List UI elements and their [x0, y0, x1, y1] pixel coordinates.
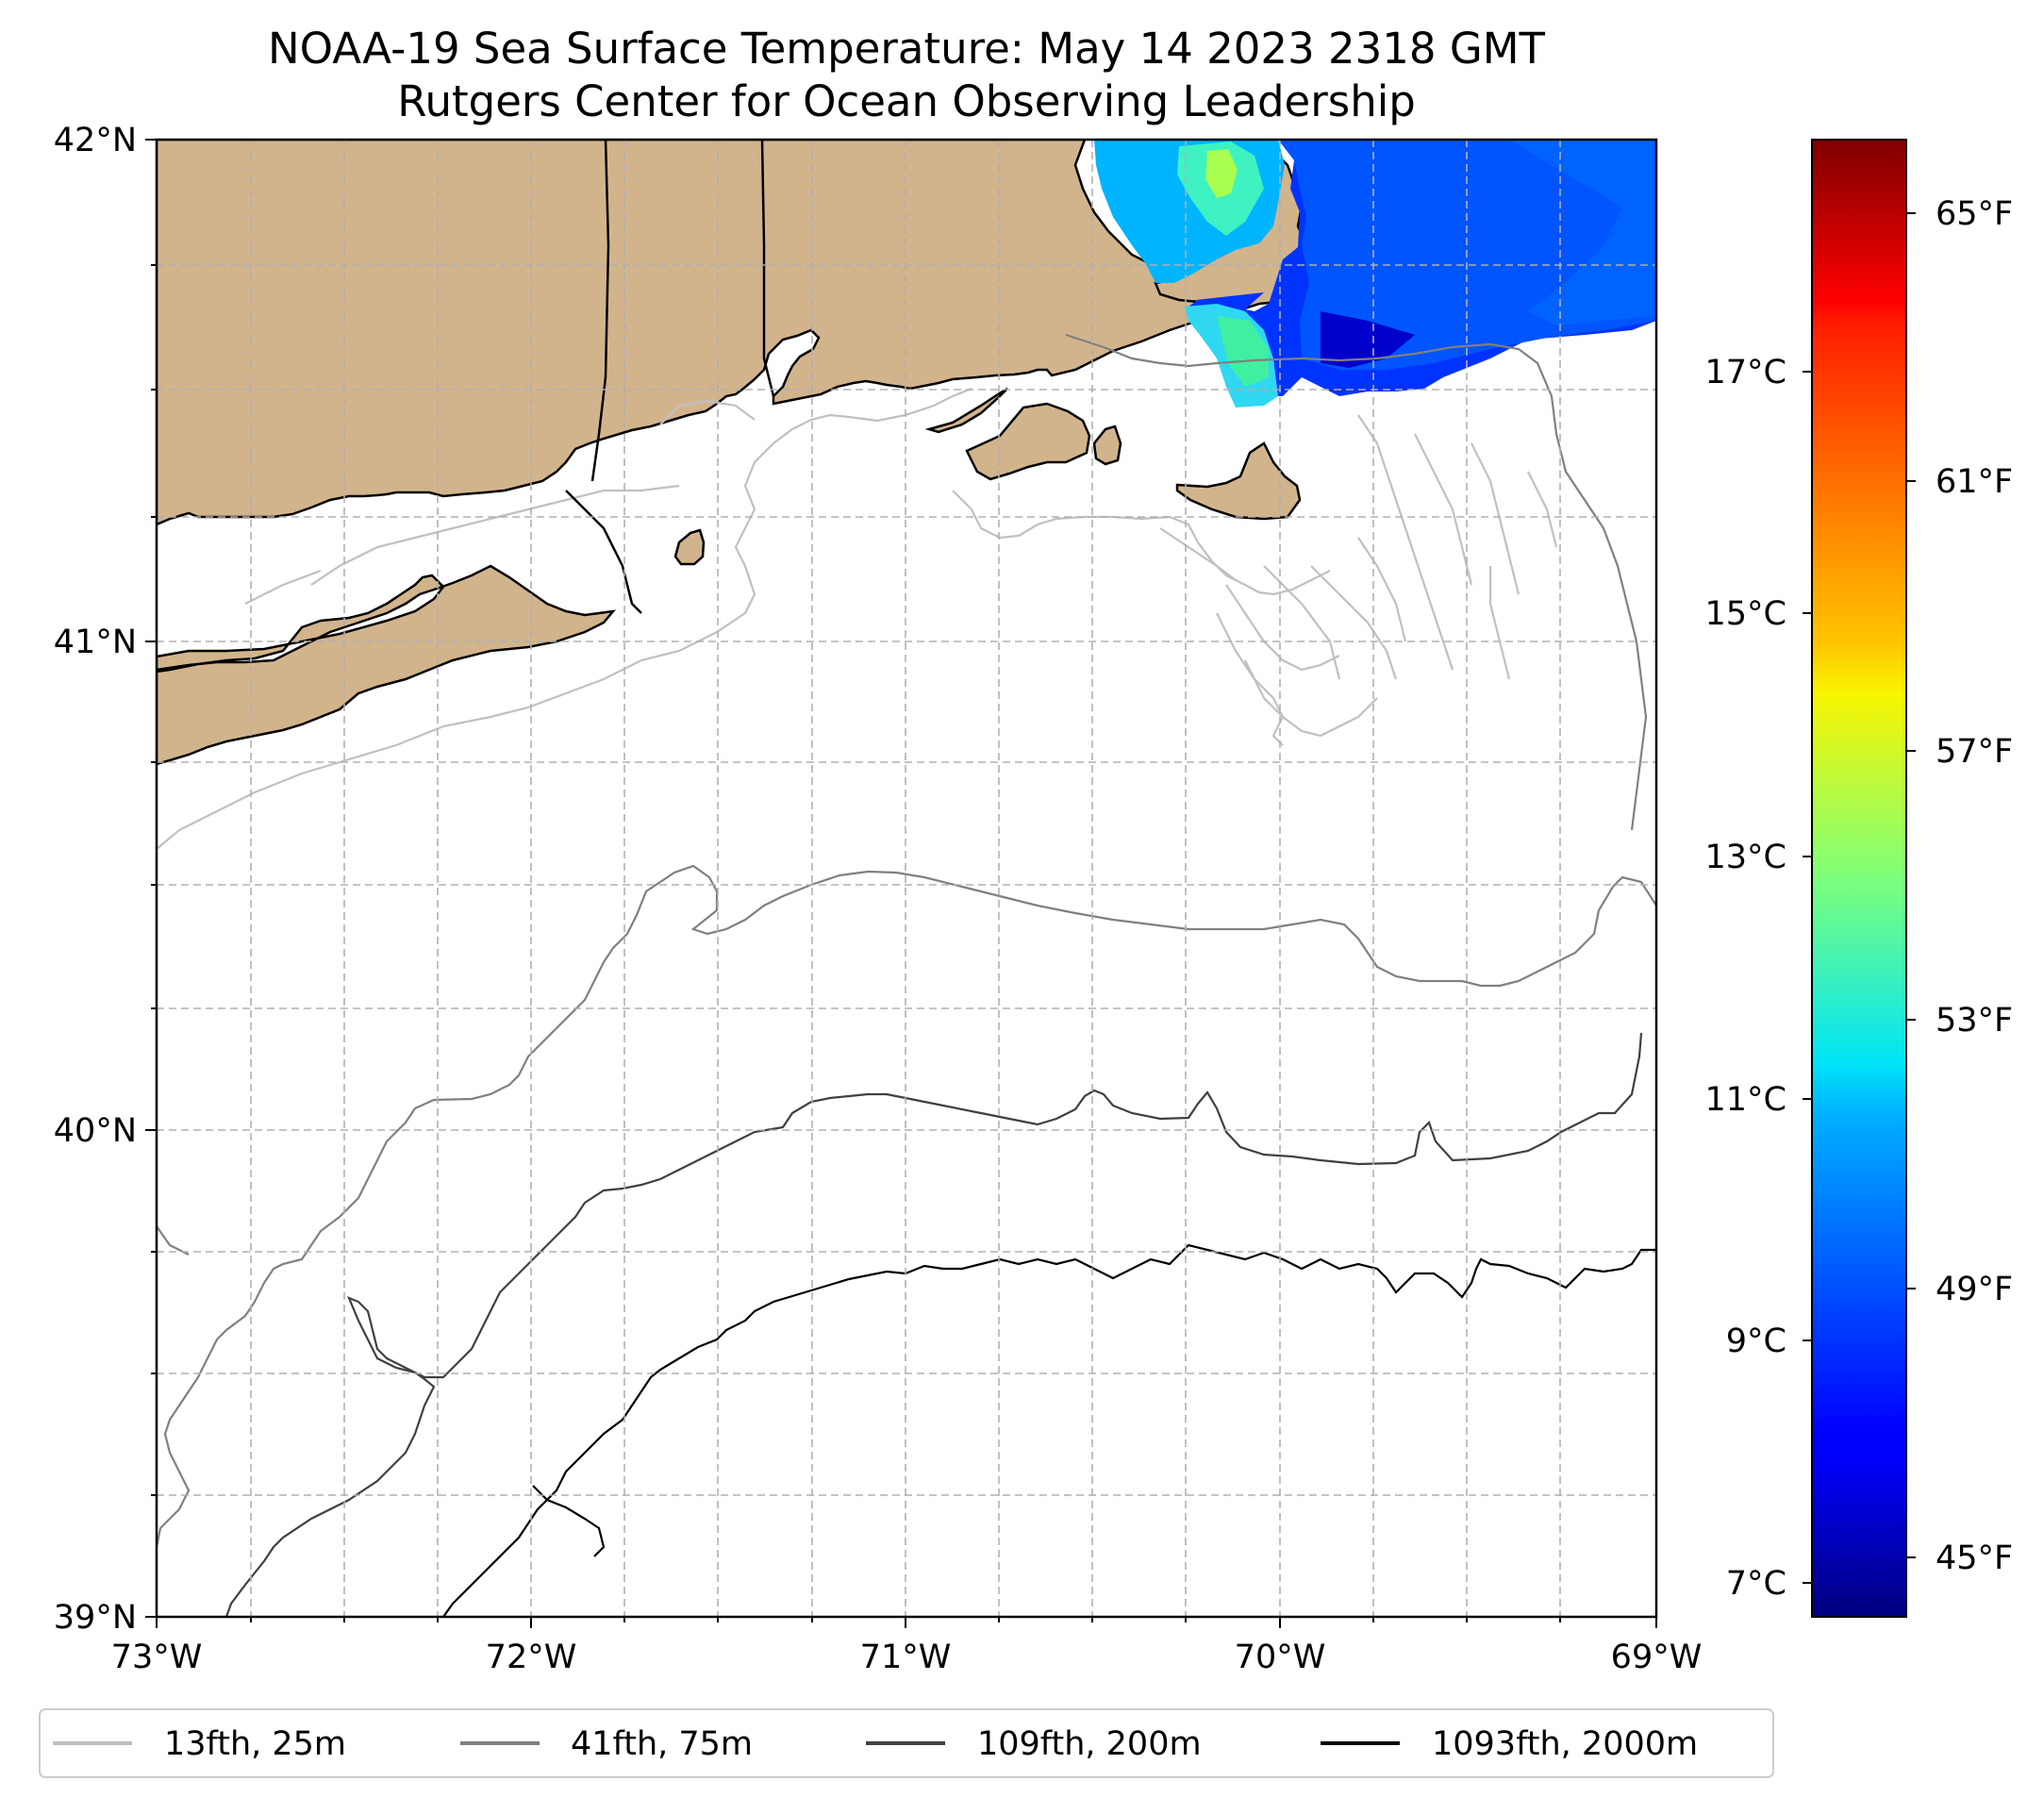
colorbar-celsius-13: 13°C	[1705, 839, 1786, 876]
lon-label-70w: 70°W	[1235, 1639, 1326, 1676]
colorbar-fahrenheit-49: 49°F	[1936, 1271, 2013, 1308]
colorbar-celsius-11: 11°C	[1705, 1081, 1786, 1119]
isobath-legend: 13fth, 25m 41fth, 75m 109fth, 200m 1093f…	[39, 1708, 1774, 1778]
land-chappaquiddick	[1092, 424, 1122, 466]
legend-label-25m: 13fth, 25m	[164, 1725, 346, 1763]
land-elizabeth-islands	[924, 387, 1008, 434]
colorbar-fahrenheit-45: 45°F	[1936, 1539, 2013, 1577]
isobath-25m	[157, 387, 1558, 850]
legend-label-2000m: 1093fth, 2000m	[1432, 1725, 1698, 1763]
isobath-200m	[224, 1032, 1643, 1617]
lon-label-69w: 69°W	[1611, 1639, 1703, 1676]
land-nantucket	[1175, 441, 1302, 521]
map-title-line1: NOAA-19 Sea Surface Temperature: May 14 …	[268, 24, 1546, 74]
axis-ticks	[145, 139, 1657, 1628]
colorbar-fahrenheit-61: 61°F	[1936, 463, 2013, 501]
land-long-island	[157, 564, 617, 766]
lon-label-73w: 73°W	[111, 1639, 203, 1676]
isobath-2000m	[442, 1243, 1656, 1617]
colorbar-fahrenheit-53: 53°F	[1936, 1002, 2013, 1040]
lat-label-40n: 40°N	[54, 1112, 137, 1150]
colorbar-celsius-7: 7°C	[1726, 1565, 1786, 1603]
colorbar-fahrenheit-57: 57°F	[1936, 733, 2013, 771]
land-marthas-vineyard	[965, 402, 1091, 481]
colorbar-celsius-15: 15°C	[1705, 595, 1786, 633]
lat-label-41n: 41°N	[54, 624, 137, 661]
land-block-island	[673, 528, 706, 566]
land-areas	[157, 140, 1308, 766]
colorbar-celsius-9: 9°C	[1726, 1323, 1786, 1360]
map-gridlines	[157, 140, 1656, 1617]
colorbar-gradient	[1811, 139, 1907, 1618]
colorbar-celsius-17: 17°C	[1705, 354, 1786, 391]
legend-label-75m: 41fth, 75m	[571, 1725, 753, 1763]
lat-label-39n: 39°N	[54, 1599, 137, 1637]
state-borders	[565, 140, 775, 614]
lon-label-71w: 71°W	[860, 1639, 952, 1676]
colorbar-fahrenheit-65: 65°F	[1936, 195, 2013, 233]
map-title-line2: Rutgers Center for Ocean Observing Leade…	[397, 76, 1416, 126]
colorbar: 17°C 15°C 13°C 11°C 9°C 7°C 65°F 61°F 57…	[1705, 139, 2013, 1618]
map-panel	[157, 140, 1656, 1617]
lon-label-72w: 72°W	[486, 1639, 577, 1676]
lat-label-42n: 42°N	[54, 122, 137, 159]
legend-label-200m: 109fth, 200m	[977, 1725, 1202, 1763]
